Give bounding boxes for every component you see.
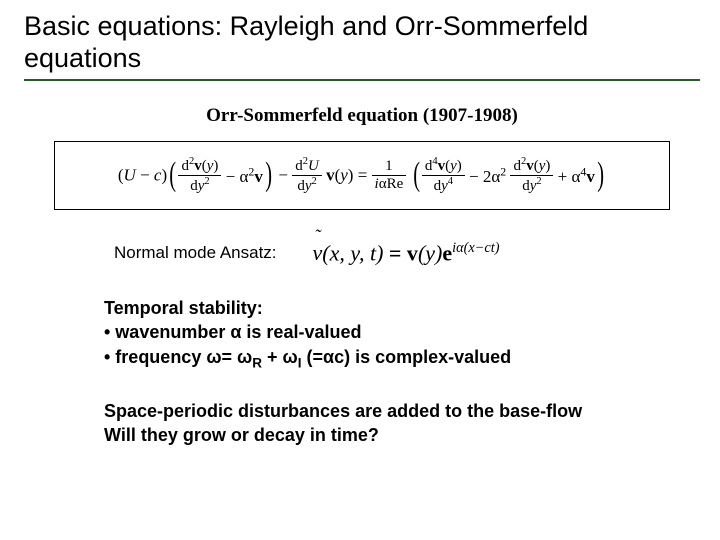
stability-bullet-2: • frequency ω= ωR + ωI (=αc) is complex-…: [104, 345, 700, 373]
ansatz-label: Normal mode Ansatz:: [114, 243, 277, 263]
temporal-stability-block: Temporal stability: • wavenumber α is re…: [104, 296, 700, 372]
question-block: Space-periodic disturbances are added to…: [104, 399, 700, 448]
orr-sommerfeld-equation: (U − c)(d2v(y)dy2 − α2v) − d2Udy2 v(y) =…: [54, 141, 670, 210]
stability-heading: Temporal stability:: [104, 296, 700, 320]
title-rule: Basic equations: Rayleigh and Orr-Sommer…: [24, 10, 700, 81]
ansatz-equation: v(x, y, t) = v(y)eiα(x−ct): [313, 240, 500, 266]
slide-title: Basic equations: Rayleigh and Orr-Sommer…: [24, 10, 700, 75]
ansatz-row: Normal mode Ansatz: v(x, y, t) = v(y)eiα…: [114, 240, 700, 266]
question-line-2: Will they grow or decay in time?: [104, 423, 700, 447]
stability-bullet-1: • wavenumber α is real-valued: [104, 320, 700, 344]
question-line-1: Space-periodic disturbances are added to…: [104, 399, 700, 423]
subheading: Orr-Sommerfeld equation (1907-1908): [24, 105, 700, 127]
